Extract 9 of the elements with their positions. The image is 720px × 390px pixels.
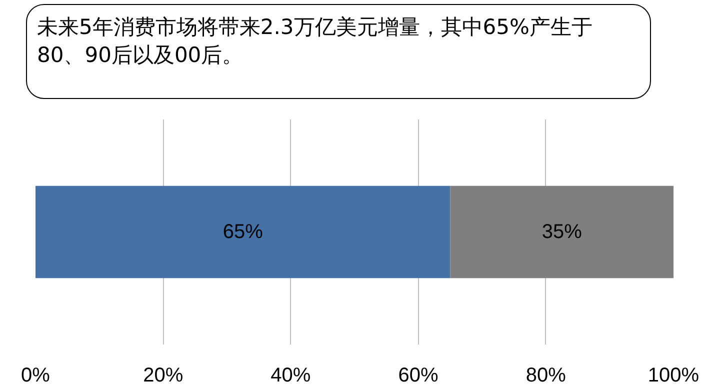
- x-tick-label: 20%: [143, 364, 184, 386]
- x-tick-label: 40%: [270, 364, 311, 386]
- x-tick-label: 80%: [526, 364, 566, 386]
- data-label: 35%: [542, 221, 582, 243]
- data-label: 65%: [222, 221, 264, 243]
- x-tick-label: 100%: [648, 364, 700, 386]
- x-tick-label: 60%: [398, 364, 439, 386]
- chart-title: 未来5年消费市场将带来2.3万亿美元增量，其中65%产生于80、90后以及00后。: [37, 14, 594, 70]
- x-tick-label: 0%: [21, 364, 50, 386]
